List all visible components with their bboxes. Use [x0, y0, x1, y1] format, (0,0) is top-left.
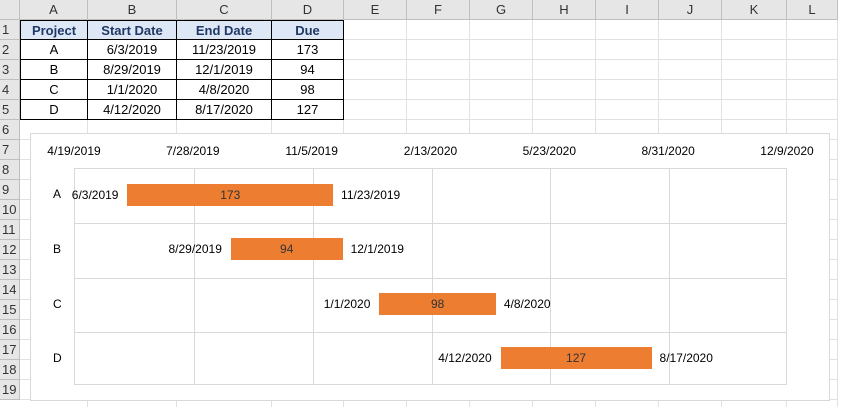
plot-gridline-horizontal [75, 223, 786, 225]
x-tick-label: 8/31/2020 [641, 144, 695, 158]
table-header-cell[interactable]: Due [272, 20, 344, 40]
row-header-13[interactable]: 13 [0, 260, 20, 280]
start-date-label: 8/29/2019 [168, 242, 222, 257]
table-cell[interactable]: 4/12/2020 [88, 100, 177, 120]
column-header-b[interactable]: B [88, 0, 177, 20]
table-cell[interactable]: 4/8/2020 [177, 80, 272, 100]
plot-gridline-vertical [312, 169, 314, 384]
start-date-label: 1/1/2020 [323, 296, 371, 311]
column-header-h[interactable]: H [533, 0, 596, 20]
x-tick-label: 11/5/2019 [285, 144, 338, 158]
gantt-bar[interactable]: 173 [127, 184, 334, 207]
column-header-g[interactable]: G [470, 0, 533, 20]
row-header-14[interactable]: 14 [0, 280, 20, 300]
table-cell[interactable]: 12/1/2019 [177, 60, 272, 80]
category-label: C [53, 296, 62, 311]
x-tick-label: 2/13/2020 [403, 144, 458, 158]
table-cell[interactable]: 8/29/2019 [88, 60, 177, 80]
row-header-2[interactable]: 2 [0, 40, 20, 60]
row-header-11[interactable]: 11 [0, 220, 20, 240]
plot-gridline-vertical [431, 169, 433, 384]
grid-line-horizontal [20, 39, 838, 40]
column-header-k[interactable]: K [722, 0, 787, 20]
category-label: A [53, 187, 62, 202]
table-cell[interactable]: 6/3/2019 [88, 40, 177, 60]
table-cell[interactable]: C [20, 80, 88, 100]
gantt-chart[interactable]: 4/19/2019 7/28/2019 11/5/2019 2/13/2020 5/23… [30, 133, 830, 401]
table-cell[interactable]: 127 [272, 100, 344, 120]
column-header-j[interactable]: J [659, 0, 722, 20]
row-header-4[interactable]: 4 [0, 80, 20, 100]
plot-gridline-horizontal [75, 277, 786, 279]
plot-area [74, 168, 787, 385]
plot-gridline-vertical [193, 169, 195, 384]
table-header-cell[interactable]: Start Date [88, 20, 177, 40]
gantt-bar[interactable]: 94 [230, 238, 343, 261]
x-tick-label: 7/28/2019 [166, 144, 220, 158]
row-header-6[interactable]: 6 [0, 120, 20, 140]
table-header-cell[interactable]: End Date [177, 20, 272, 40]
table-cell[interactable]: 98 [272, 80, 344, 100]
column-header-l[interactable]: L [787, 0, 838, 20]
table-cell[interactable]: 1/1/2020 [88, 80, 177, 100]
end-date-label: 8/17/2020 [659, 350, 713, 365]
grid-line-horizontal [20, 59, 838, 60]
table-cell[interactable]: 11/23/2019 [177, 40, 272, 60]
grid-line-vertical [837, 20, 838, 407]
x-tick-label: 12/9/2020 [760, 144, 814, 158]
x-tick-label: 4/19/2019 [47, 144, 101, 158]
grid-line-horizontal [20, 99, 838, 100]
row-header-8[interactable]: 8 [0, 160, 20, 180]
table-cell[interactable]: B [20, 60, 88, 80]
table-cell[interactable]: 8/17/2020 [177, 100, 272, 120]
column-header-i[interactable]: I [596, 0, 659, 20]
row-header-18[interactable]: 18 [0, 360, 20, 380]
grid-line-horizontal [20, 79, 838, 80]
end-date-label: 12/1/2019 [350, 242, 404, 257]
category-label: B [53, 242, 62, 257]
start-date-label: 4/12/2020 [438, 350, 492, 365]
column-header-e[interactable]: E [344, 0, 407, 20]
select-all-corner[interactable] [0, 0, 20, 20]
start-date-label: 6/3/2019 [71, 188, 119, 203]
column-header-f[interactable]: F [407, 0, 470, 20]
table-cell[interactable]: D [20, 100, 88, 120]
column-header-a[interactable]: A [20, 0, 88, 20]
row-header-12[interactable]: 12 [0, 240, 20, 260]
gantt-bar[interactable]: 127 [500, 346, 652, 369]
x-tick-label: 5/23/2020 [522, 144, 577, 158]
row-header-5[interactable]: 5 [0, 100, 20, 120]
table-cell[interactable]: 173 [272, 40, 344, 60]
row-header-17[interactable]: 17 [0, 340, 20, 360]
table-header-cell[interactable]: Project [20, 20, 88, 40]
plot-gridline-vertical [669, 169, 671, 384]
end-date-label: 11/23/2019 [341, 188, 401, 203]
table-cell[interactable]: 94 [272, 60, 344, 80]
row-header-3[interactable]: 3 [0, 60, 20, 80]
column-header-c[interactable]: C [177, 0, 272, 20]
row-header-9[interactable]: 9 [0, 180, 20, 200]
row-header-16[interactable]: 16 [0, 320, 20, 340]
category-label: D [53, 350, 62, 365]
gantt-bar[interactable]: 98 [379, 292, 496, 315]
row-header-7[interactable]: 7 [0, 140, 20, 160]
end-date-label: 4/8/2020 [503, 296, 551, 311]
plot-gridline-horizontal [75, 331, 786, 333]
row-header-10[interactable]: 10 [0, 200, 20, 220]
row-header-1[interactable]: 1 [0, 20, 20, 40]
column-header-d[interactable]: D [272, 0, 344, 20]
grid-line-horizontal [20, 119, 838, 120]
row-header-15[interactable]: 15 [0, 300, 20, 320]
row-header-19[interactable]: 19 [0, 380, 20, 400]
table-cell[interactable]: A [20, 40, 88, 60]
plot-gridline-vertical [550, 169, 552, 384]
